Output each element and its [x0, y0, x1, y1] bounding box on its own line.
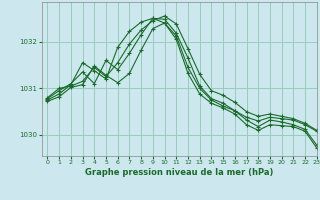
- X-axis label: Graphe pression niveau de la mer (hPa): Graphe pression niveau de la mer (hPa): [85, 168, 273, 177]
